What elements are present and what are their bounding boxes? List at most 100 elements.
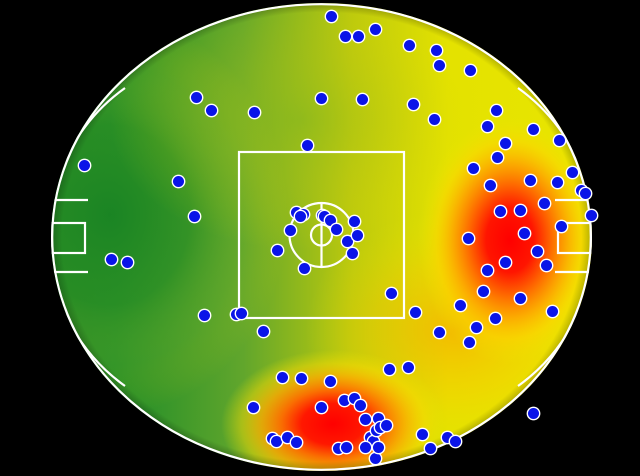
- scatter-point: [441, 431, 453, 443]
- scatter-point: [354, 399, 366, 411]
- scatter-point: [462, 232, 474, 244]
- scatter-point: [464, 64, 476, 76]
- scatter-point: [546, 305, 558, 317]
- scatter-point: [341, 235, 353, 247]
- scatter-point: [491, 151, 503, 163]
- scatter-point: [172, 175, 184, 187]
- scatter-point: [369, 23, 381, 35]
- scatter-point: [403, 39, 415, 51]
- scatter-point: [372, 412, 384, 424]
- scatter-point: [247, 401, 259, 413]
- scatter-point: [424, 442, 436, 454]
- scatter-point: [494, 205, 506, 217]
- scatter-point: [540, 259, 552, 271]
- scatter-point: [330, 223, 342, 235]
- scatter-point: [257, 325, 269, 337]
- scatter-point: [518, 227, 530, 239]
- scatter-point: [348, 392, 360, 404]
- scatter-point: [340, 441, 352, 453]
- scatter-point: [315, 92, 327, 104]
- scatter-point: [78, 159, 90, 171]
- scatter-point: [470, 321, 482, 333]
- scatter-point: [351, 229, 363, 241]
- scatter-point: [298, 262, 310, 274]
- scatter-point: [105, 253, 117, 265]
- scatter-point: [499, 256, 511, 268]
- scatter-point: [524, 174, 536, 186]
- scatter-point: [489, 312, 501, 324]
- scatter-point: [367, 435, 379, 447]
- scatter-point: [490, 104, 502, 116]
- scatter-point: [372, 441, 384, 453]
- scatter-point: [290, 436, 302, 448]
- scatter-point: [484, 179, 496, 191]
- scatter-point: [579, 187, 591, 199]
- scatter-point: [338, 394, 350, 406]
- scatter-point: [270, 435, 282, 447]
- scatter-point: [190, 91, 202, 103]
- scatter-point: [346, 247, 358, 259]
- scatter-point: [551, 176, 563, 188]
- scatter-point: [514, 292, 526, 304]
- scatter-point: [585, 209, 597, 221]
- scatter-point: [188, 210, 200, 222]
- scatter-point: [318, 210, 330, 222]
- scatter-point: [454, 299, 466, 311]
- scatter-point: [369, 452, 381, 464]
- scatter-point: [324, 375, 336, 387]
- scatter-point: [339, 30, 351, 42]
- scatter-point: [324, 214, 336, 226]
- scatter-point: [205, 104, 217, 116]
- scatter-point: [284, 224, 296, 236]
- scatter-point: [430, 44, 442, 56]
- scatter-point: [325, 10, 337, 22]
- scatter-point: [198, 309, 210, 321]
- scatter-point: [235, 307, 247, 319]
- scatter-point: [295, 372, 307, 384]
- right-fifty-metre-arc: [517, 87, 592, 387]
- scatter-point: [352, 30, 364, 42]
- scatter-point: [433, 326, 445, 338]
- left-fifty-metre-arc: [51, 87, 126, 387]
- left-goal-square: [51, 221, 87, 255]
- scatter-point: [538, 197, 550, 209]
- scatter-point: [409, 306, 421, 318]
- scatter-point: [248, 106, 260, 118]
- boundary-line: [51, 3, 592, 471]
- scatter-point: [553, 134, 565, 146]
- scatter-point: [433, 59, 445, 71]
- scatter-point: [281, 431, 293, 443]
- scatter-point: [356, 93, 368, 105]
- scatter-point: [359, 441, 371, 453]
- scatter-point: [481, 120, 493, 132]
- scatter-point: [348, 215, 360, 227]
- scatter-point: [499, 137, 511, 149]
- centre-square: [237, 150, 406, 320]
- scatter-point: [407, 98, 419, 110]
- scatter-point: [380, 419, 392, 431]
- scatter-point: [315, 401, 327, 413]
- scatter-point: [383, 363, 395, 375]
- scatter-point: [271, 244, 283, 256]
- scatter-point: [555, 220, 567, 232]
- scatter-point: [467, 162, 479, 174]
- scatter-point: [527, 123, 539, 135]
- scatter-point: [385, 287, 397, 299]
- scatter-point: [332, 442, 344, 454]
- scatter-point: [514, 204, 526, 216]
- scatter-point: [531, 245, 543, 257]
- scatter-point: [121, 256, 133, 268]
- scatter-point: [402, 361, 414, 373]
- scatter-point: [449, 435, 461, 447]
- scatter-point: [527, 407, 539, 419]
- scatter-point: [359, 413, 371, 425]
- right-goal-square: [556, 221, 592, 255]
- scatter-point: [566, 166, 578, 178]
- scatter-point: [481, 264, 493, 276]
- field-markings: [51, 3, 592, 471]
- scatter-point: [416, 428, 428, 440]
- scatter-point: [294, 210, 306, 222]
